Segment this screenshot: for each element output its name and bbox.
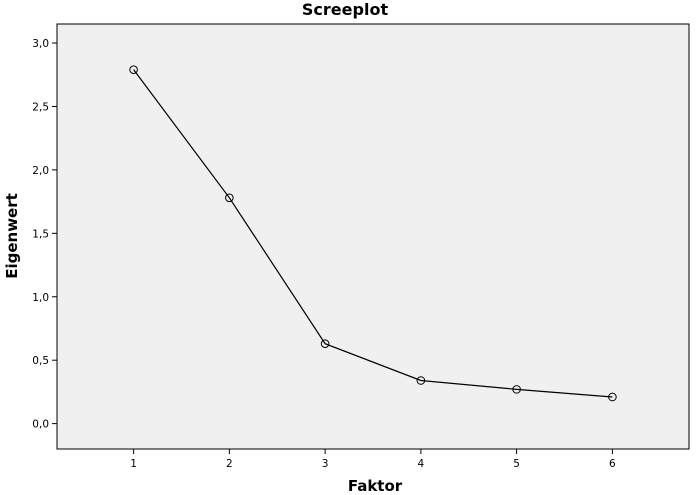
y-tick-label: 1,0: [32, 292, 49, 304]
chart-title: Screeplot: [302, 0, 389, 19]
y-axis-label: Eigenwert: [3, 193, 21, 279]
data-point: [225, 193, 234, 203]
y-tick-label: 0,5: [32, 355, 49, 367]
y-tick-label: 0,0: [32, 419, 49, 431]
x-tick-label: 2: [226, 458, 233, 470]
series-line: [133, 69, 613, 398]
y-tick-label: 2,5: [32, 101, 49, 113]
y-tick-label: 2,0: [32, 165, 49, 177]
x-tick-label: 6: [609, 458, 616, 470]
x-tick-label: 3: [322, 458, 329, 470]
x-tick-label: 4: [418, 458, 425, 470]
y-tick-label: 1,5: [32, 228, 49, 240]
plot-area: [56, 23, 690, 450]
x-tick-label: 1: [130, 458, 137, 470]
x-axis-label: Faktor: [348, 477, 403, 495]
data-point: [129, 65, 138, 74]
data-point: [512, 385, 521, 394]
series-line-group: [129, 65, 617, 402]
y-axis: 0,0 0,5 1,0 1,5 2,0 2,5 3,0: [32, 38, 57, 431]
y-tick-label: 3,0: [32, 38, 49, 50]
data-point: [608, 392, 617, 402]
x-tick-label: 5: [513, 458, 520, 470]
data-point: [320, 339, 330, 349]
x-axis: 1 2 3 4 5 6: [130, 449, 616, 470]
data-point: [416, 376, 426, 385]
